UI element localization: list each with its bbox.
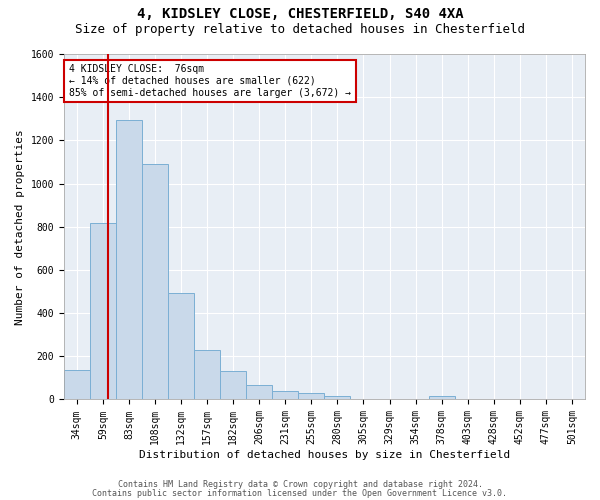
Bar (246, 386, 272, 400)
Text: Contains public sector information licensed under the Open Government Licence v3: Contains public sector information licen… (92, 488, 508, 498)
Bar (64, 370, 90, 400)
Bar (220, 372, 246, 400)
Text: Size of property relative to detached houses in Chesterfield: Size of property relative to detached ho… (75, 22, 525, 36)
Bar (325, 396, 350, 400)
Bar (142, 164, 168, 400)
Bar (90, 224, 116, 400)
Text: Contains HM Land Registry data © Crown copyright and database right 2024.: Contains HM Land Registry data © Crown c… (118, 480, 482, 489)
Bar (428, 396, 455, 400)
Bar (272, 391, 298, 400)
Bar (116, 120, 142, 400)
Bar (194, 350, 220, 400)
Y-axis label: Number of detached properties: Number of detached properties (15, 129, 25, 324)
Bar (298, 394, 325, 400)
Bar (168, 292, 194, 400)
Text: 4 KIDSLEY CLOSE:  76sqm
← 14% of detached houses are smaller (622)
85% of semi-d: 4 KIDSLEY CLOSE: 76sqm ← 14% of detached… (69, 64, 351, 98)
Text: 4, KIDSLEY CLOSE, CHESTERFIELD, S40 4XA: 4, KIDSLEY CLOSE, CHESTERFIELD, S40 4XA (137, 8, 463, 22)
X-axis label: Distribution of detached houses by size in Chesterfield: Distribution of detached houses by size … (139, 450, 510, 460)
